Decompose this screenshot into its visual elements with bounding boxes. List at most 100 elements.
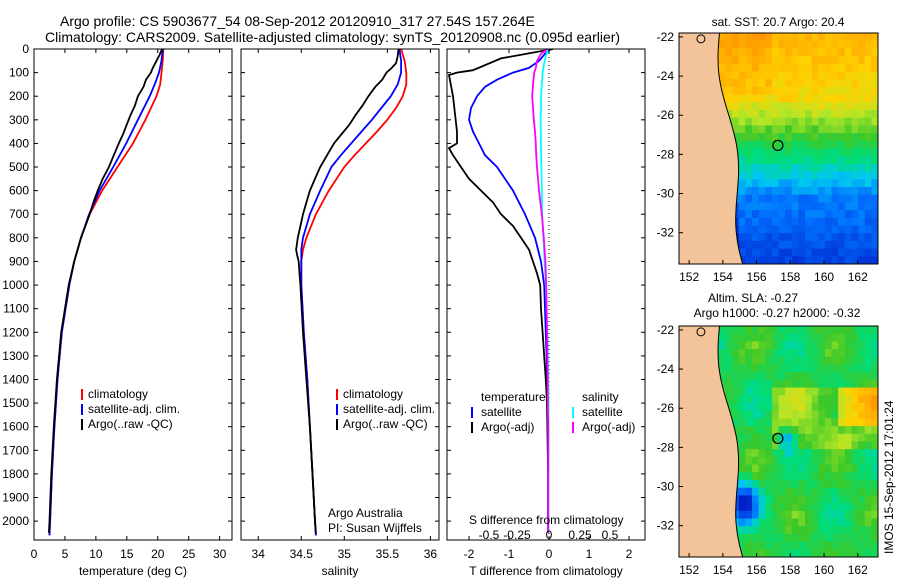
map-cell — [871, 94, 878, 103]
map-cell — [791, 333, 799, 342]
map-cell — [732, 63, 740, 73]
x-tick-label: -1 — [504, 547, 515, 561]
map-cell — [745, 233, 753, 242]
map-cell — [738, 171, 746, 180]
map-cell — [844, 464, 852, 473]
map-cell — [765, 256, 773, 264]
map-cell — [791, 156, 799, 165]
map-cell — [838, 194, 846, 203]
map-cell — [824, 56, 833, 65]
map-cell — [791, 433, 799, 443]
map-cell — [765, 194, 773, 203]
map-cell — [785, 341, 793, 350]
map-cell — [838, 480, 846, 489]
map-cell — [798, 410, 806, 419]
map-cell — [818, 225, 826, 234]
map-cell — [771, 456, 780, 466]
map-cell — [831, 356, 839, 366]
map-cell — [778, 533, 786, 543]
map-cell — [838, 333, 846, 342]
map-cell — [838, 40, 846, 49]
map-cell — [771, 464, 780, 473]
map-cell — [718, 364, 726, 373]
y-tick-label: -30 — [657, 187, 675, 201]
map-cell — [811, 156, 819, 165]
map-cell — [758, 194, 766, 203]
map-cell — [864, 480, 872, 489]
map-cell — [831, 125, 839, 134]
map-cell — [818, 233, 826, 242]
map-cell — [738, 140, 746, 150]
map-cell — [798, 117, 806, 126]
map-cell — [831, 472, 839, 481]
map-cell — [805, 433, 813, 443]
map-cell — [858, 449, 866, 458]
map-cell — [771, 333, 780, 342]
map-cell — [791, 248, 799, 257]
map-cell — [765, 217, 773, 227]
map-cell — [831, 102, 839, 111]
map-cell — [824, 518, 833, 527]
map-cell — [851, 341, 859, 350]
map-cell — [831, 372, 839, 381]
series-line — [48, 49, 163, 533]
map-cell — [725, 372, 733, 381]
map-cell — [718, 79, 726, 88]
map-cell — [824, 156, 833, 165]
map-cell — [765, 233, 773, 242]
map-cell — [752, 549, 760, 557]
map-cell — [752, 194, 760, 203]
land-area — [679, 33, 744, 264]
map-cell — [771, 487, 780, 496]
map-cell — [752, 495, 760, 504]
series-group-difference — [447, 49, 554, 540]
map-cell — [798, 171, 806, 180]
map-cell — [851, 202, 859, 211]
map-cell — [752, 140, 760, 150]
map-cell — [725, 379, 733, 389]
map-cell — [752, 33, 760, 42]
map-cell — [738, 379, 746, 389]
map-cell — [738, 210, 746, 219]
map-cell — [831, 140, 839, 150]
map-cell — [811, 364, 819, 373]
map-cell — [771, 202, 780, 211]
map-cell — [838, 102, 846, 111]
float-marker-secondary — [696, 327, 706, 337]
y-tick-label: 1200 — [2, 325, 29, 339]
map-cell — [824, 526, 833, 535]
map-cell — [851, 379, 859, 389]
map-cell — [818, 326, 826, 335]
map-cell — [844, 79, 852, 88]
map-cell — [778, 526, 786, 535]
map-cell — [785, 533, 793, 543]
map-cell — [871, 495, 878, 504]
map-cell — [824, 503, 833, 512]
map-cell — [831, 240, 839, 250]
map-cell — [771, 110, 780, 119]
x-axis-label: temperature (deg C) — [79, 564, 187, 578]
map-cell — [745, 40, 753, 49]
map-cell — [785, 433, 793, 443]
map-cell — [831, 549, 839, 557]
map-cell — [831, 86, 839, 96]
map-cell — [725, 387, 733, 396]
map-cell — [738, 225, 746, 234]
map-cell — [824, 171, 833, 180]
map-cell — [771, 387, 780, 396]
map-cell — [838, 187, 846, 196]
map-cell — [871, 71, 878, 80]
map-cell — [824, 79, 833, 88]
map-cell — [811, 510, 819, 520]
map-cell — [811, 410, 819, 419]
map-cell — [818, 379, 826, 389]
map-cell — [752, 503, 760, 512]
map-cell — [758, 503, 766, 512]
map-cell — [778, 349, 786, 358]
map-cell — [864, 133, 872, 142]
map-cell — [798, 426, 806, 435]
map-cell — [838, 410, 846, 419]
map-cell — [811, 148, 819, 157]
map-cell — [824, 33, 833, 42]
map-cell — [818, 125, 826, 134]
